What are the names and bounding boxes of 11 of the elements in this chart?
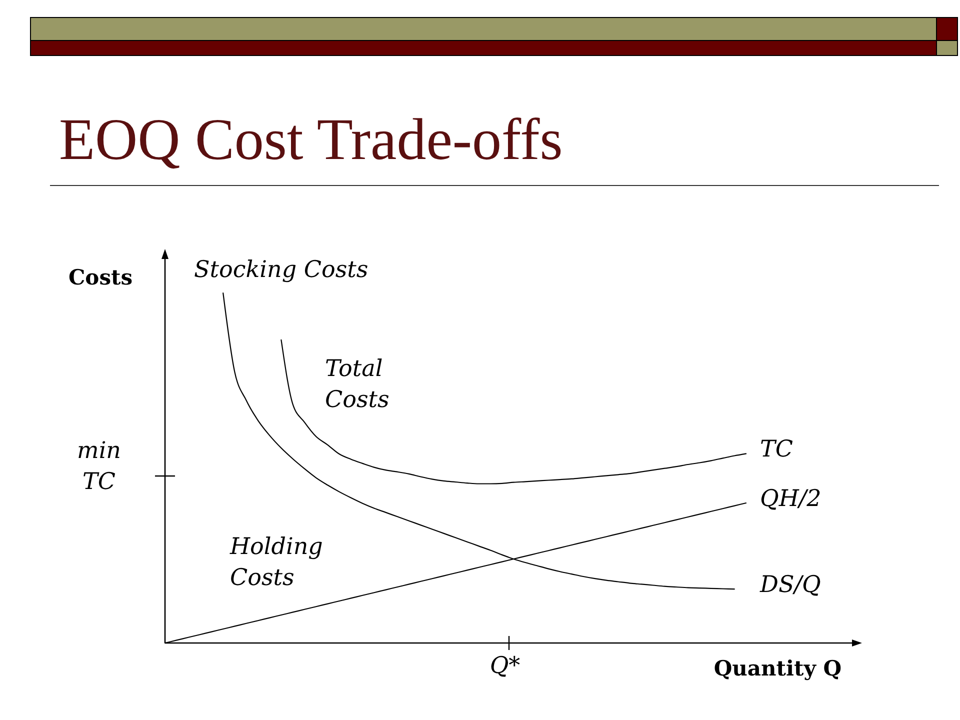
text: min TC <box>77 438 121 495</box>
chart-title: EOQ Cost Trade-offs <box>59 106 563 172</box>
x-axis-title: Quantity Q <box>714 656 842 680</box>
text: Stocking Costs <box>194 257 368 283</box>
y-axis-title: Costs <box>68 264 133 290</box>
series-label: QH/2 <box>760 486 822 512</box>
series-label: TC <box>760 436 794 463</box>
annotation: Holding Costs <box>229 534 323 591</box>
annotation: Total Costs <box>325 356 390 413</box>
series-label: DS/Q <box>759 572 821 598</box>
text: Q* <box>490 653 521 679</box>
